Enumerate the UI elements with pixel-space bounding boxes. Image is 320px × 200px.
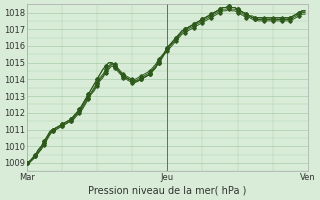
X-axis label: Pression niveau de la mer( hPa ): Pression niveau de la mer( hPa ): [88, 186, 246, 196]
